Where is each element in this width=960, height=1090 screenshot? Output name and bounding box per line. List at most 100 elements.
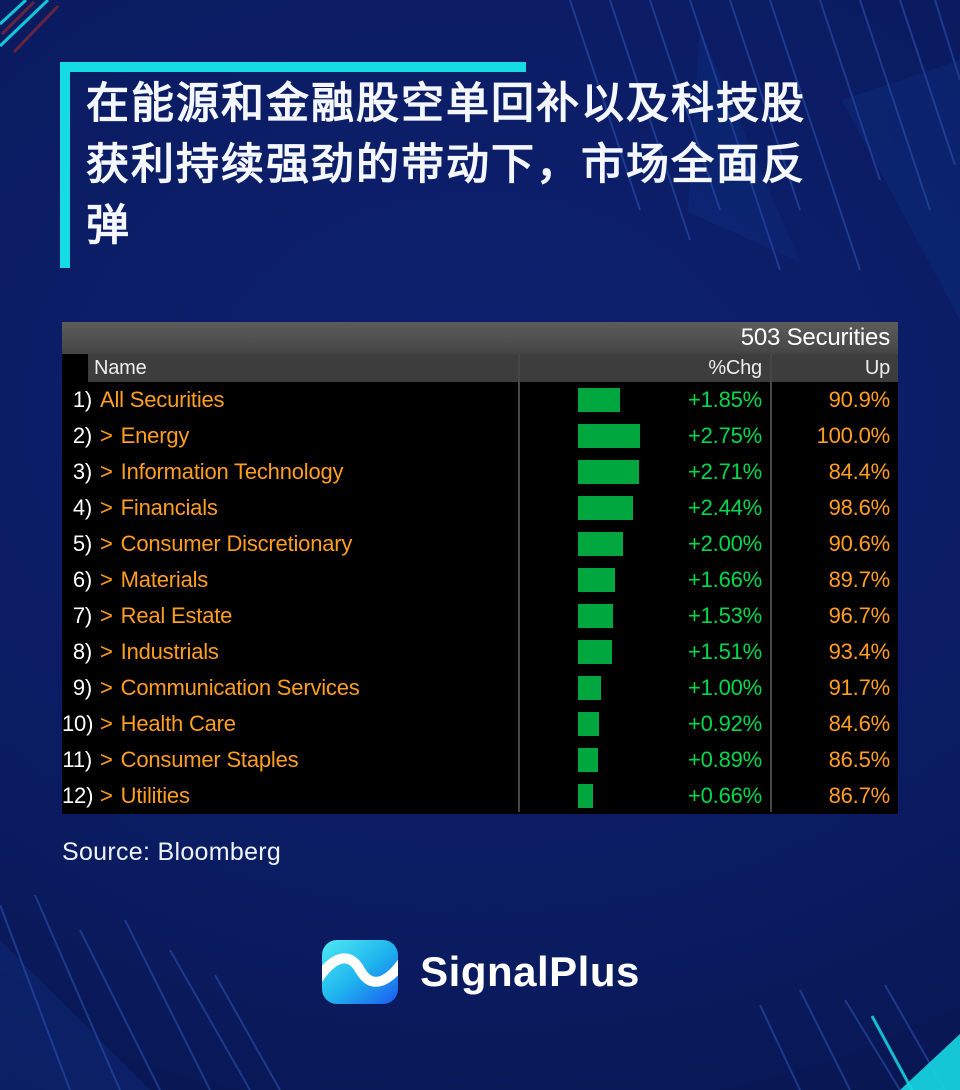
row-up: 89.7% [828, 567, 891, 592]
expand-arrow-icon: > [100, 711, 113, 736]
column-header-up: Up [864, 357, 890, 379]
row-name: Real Estate [120, 603, 233, 628]
row-index: 5) [72, 531, 92, 556]
row-index: 3) [72, 459, 92, 484]
row-name-cell: > Communication Services [92, 675, 518, 701]
table-row: 5) > Consumer Discretionary +2.00% 90.6% [62, 526, 898, 562]
row-up: 91.7% [828, 675, 891, 700]
row-up: 86.7% [828, 783, 891, 808]
column-separator-2 [770, 354, 772, 812]
headline: 在能源和金融股空单回补以及科技股 获利持续强劲的带动下，市场全面反 弹 [86, 74, 916, 257]
bar-wrap [578, 496, 640, 520]
row-up: 90.9% [828, 387, 891, 412]
row-name-cell: > Utilities [92, 783, 518, 809]
expand-arrow-icon: > [100, 495, 113, 520]
bar-wrap [578, 568, 640, 592]
row-bar [578, 496, 633, 520]
table-row: 8) > Industrials +1.51% 93.4% [62, 634, 898, 670]
row-chg: +2.44% [687, 495, 762, 520]
bar-wrap [578, 604, 640, 628]
row-up: 93.4% [828, 639, 891, 664]
brand-name: SignalPlus [420, 948, 640, 995]
headline-accent-left [60, 62, 70, 268]
headline-line-2: 获利持续强劲的带动下，市场全面反 [86, 141, 806, 189]
row-name-cell: > Health Care [92, 711, 518, 737]
row-bar [578, 568, 616, 592]
row-bar [578, 784, 593, 808]
row-up: 84.4% [828, 459, 891, 484]
bar-wrap [578, 532, 640, 556]
row-chg-cell: +2.00% [518, 531, 770, 557]
expand-arrow-icon: > [100, 603, 113, 628]
row-chg: +2.71% [687, 459, 762, 484]
row-chg-cell: +0.89% [518, 747, 770, 773]
row-bar [578, 712, 599, 736]
row-chg: +1.51% [687, 639, 762, 664]
bar-wrap [578, 784, 640, 808]
row-chg-cell: +1.66% [518, 567, 770, 593]
signalplus-logo-icon [322, 940, 399, 1004]
row-name: Consumer Discretionary [120, 531, 353, 556]
row-name-cell: > Financials [92, 495, 518, 521]
row-chg-cell: +2.75% [518, 423, 770, 449]
headline-accent-top [60, 62, 526, 72]
row-index: 7) [72, 603, 92, 628]
table-row: 12) > Utilities +0.66% 86.7% [62, 778, 898, 814]
row-chg-cell: +1.00% [518, 675, 770, 701]
row-bar [578, 676, 601, 700]
row-index: 4) [72, 495, 92, 520]
row-chg: +0.66% [687, 783, 762, 808]
row-chg-cell: +1.85% [518, 387, 770, 413]
row-index: 2) [72, 423, 92, 448]
row-chg-cell: +2.44% [518, 495, 770, 521]
expand-arrow-icon: > [100, 639, 113, 664]
bar-wrap [578, 748, 640, 772]
row-index: 6) [72, 567, 92, 592]
table-row: 1) All Securities +1.85% 90.9% [62, 382, 898, 418]
row-name: Energy [120, 423, 190, 448]
expand-arrow-icon: > [100, 675, 113, 700]
row-chg: +1.53% [687, 603, 762, 628]
row-name: Industrials [120, 639, 219, 664]
table-row: 3) > Information Technology +2.71% 84.4% [62, 454, 898, 490]
table-row: 10) > Health Care +0.92% 84.6% [62, 706, 898, 742]
row-name-cell: > Consumer Staples [92, 747, 518, 773]
row-name-cell: > Energy [92, 423, 518, 449]
row-index: 8) [72, 639, 92, 664]
row-index: 12) [62, 783, 94, 808]
bar-wrap [578, 676, 640, 700]
row-chg: +0.92% [687, 711, 762, 736]
row-chg: +2.00% [687, 531, 762, 556]
bloomberg-terminal-table: 503 Securities Name %Chg Up 1) All Secur… [62, 322, 898, 814]
row-up: 98.6% [828, 495, 891, 520]
row-name-cell: > Real Estate [92, 603, 518, 629]
row-name: All Securities [100, 387, 225, 412]
row-bar [578, 640, 612, 664]
row-chg: +2.75% [687, 423, 762, 448]
row-index: 11) [62, 747, 92, 772]
expand-arrow-icon: > [100, 567, 113, 592]
row-name: Materials [120, 567, 209, 592]
row-bar [578, 460, 640, 484]
table-row: 11) > Consumer Staples +0.89% 86.5% [62, 742, 898, 778]
column-header-name: Name [94, 357, 147, 379]
row-up: 100.0% [816, 423, 891, 448]
column-header-chg: %Chg [708, 357, 762, 379]
row-bar [578, 604, 613, 628]
row-chg-cell: +2.71% [518, 459, 770, 485]
bar-wrap [578, 640, 640, 664]
row-index: 10) [62, 711, 94, 736]
expand-arrow-icon: > [100, 459, 113, 484]
row-chg: +1.85% [687, 387, 762, 412]
row-name-cell: > Materials [92, 567, 518, 593]
expand-arrow-icon: > [100, 747, 113, 772]
row-index: 1) [72, 387, 92, 412]
row-up: 90.6% [828, 531, 891, 556]
row-name: Information Technology [120, 459, 344, 484]
table-row: 7) > Real Estate +1.53% 96.7% [62, 598, 898, 634]
row-chg: +0.89% [687, 747, 762, 772]
source-label: Source: Bloomberg [62, 838, 282, 866]
row-chg-cell: +1.53% [518, 603, 770, 629]
bar-wrap [578, 712, 640, 736]
table-title: 503 Securities [62, 322, 898, 354]
